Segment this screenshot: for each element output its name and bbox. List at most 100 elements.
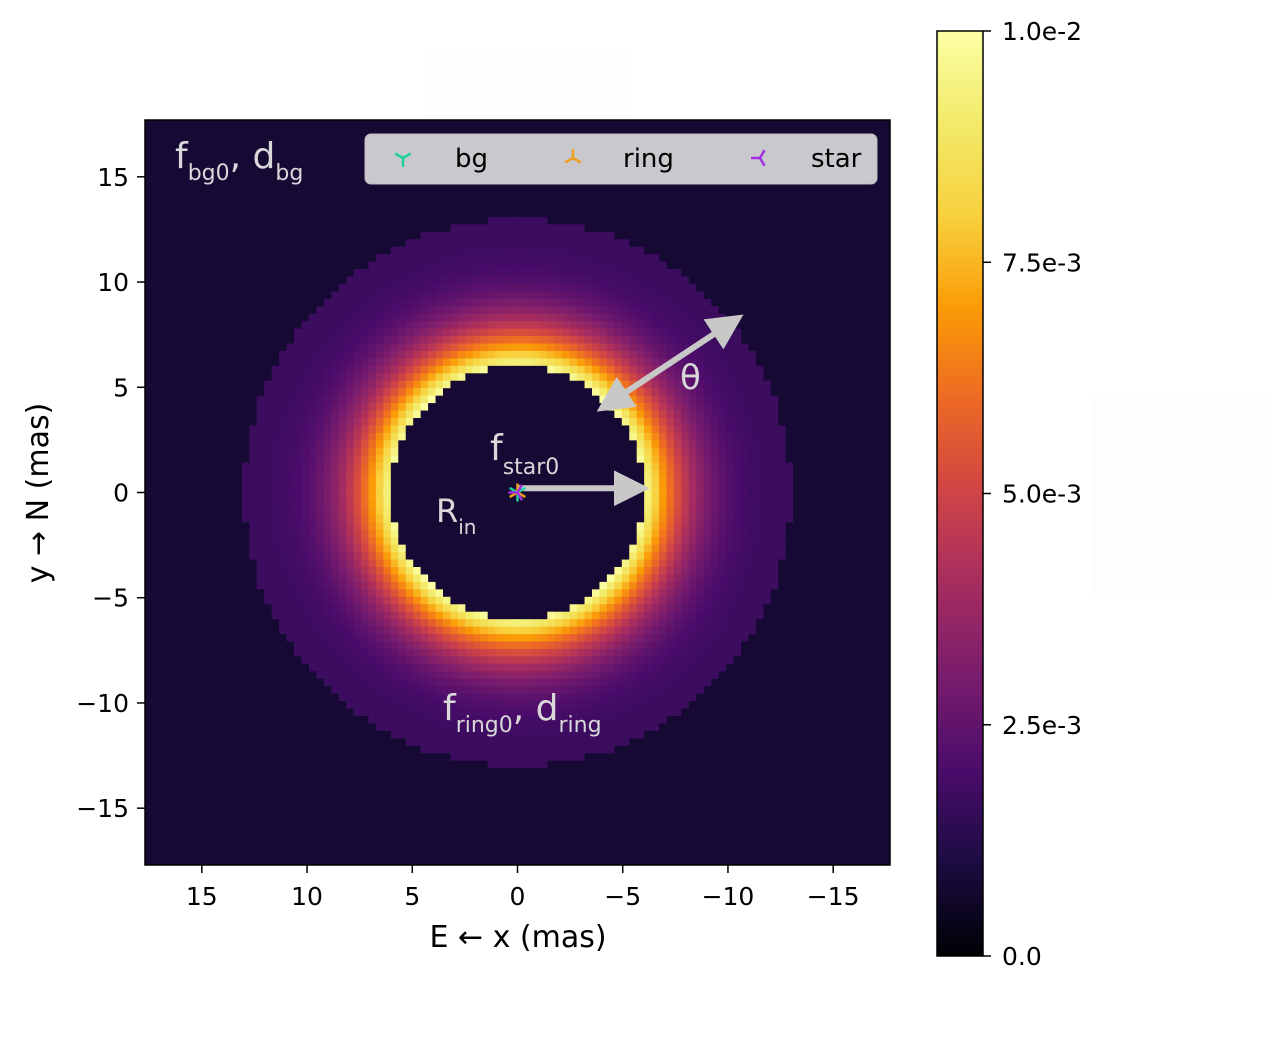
heatmap-cell	[435, 373, 444, 382]
heatmap-cell	[323, 261, 332, 270]
heatmap-cell	[316, 254, 325, 263]
heatmap-cell	[286, 701, 295, 710]
heatmap-cell	[405, 723, 414, 732]
heatmap-cell	[457, 589, 466, 598]
heatmap-cell	[465, 261, 474, 270]
heatmap-cell	[405, 395, 414, 404]
heatmap-cell	[145, 604, 154, 613]
heatmap-cell	[457, 820, 466, 829]
heatmap-cell	[301, 552, 310, 561]
heatmap-cell	[286, 470, 295, 479]
heatmap-cell	[271, 276, 280, 285]
heatmap-cell	[480, 835, 489, 844]
heatmap-cell	[435, 701, 444, 710]
heatmap-cell	[286, 783, 295, 792]
heatmap-cell	[145, 127, 154, 136]
heatmap-cell	[420, 418, 429, 427]
heatmap-cell	[465, 581, 474, 590]
heatmap-cell	[174, 485, 183, 494]
heatmap-cell	[316, 783, 325, 792]
heatmap-cell	[405, 619, 414, 628]
heatmap-cell	[212, 127, 221, 136]
heatmap-cell	[234, 358, 243, 367]
heatmap-cell	[308, 783, 317, 792]
heatmap-cell	[271, 231, 280, 240]
heatmap-cell	[353, 194, 362, 203]
heatmap-cell	[271, 127, 280, 136]
heatmap-cell	[294, 373, 303, 382]
heatmap-cell	[390, 373, 399, 382]
heatmap-cell	[405, 850, 414, 859]
heatmap-cell	[308, 254, 317, 263]
heatmap-cell	[510, 470, 519, 479]
heatmap-cell	[226, 231, 235, 240]
heatmap-cell	[279, 656, 288, 665]
heatmap-cell	[472, 209, 481, 218]
heatmap-cell	[316, 693, 325, 702]
heatmap-cell	[375, 745, 384, 754]
heatmap-cell	[375, 470, 384, 479]
heatmap-cell	[390, 201, 399, 210]
heatmap-cell	[450, 410, 459, 419]
heatmap-cell	[316, 820, 325, 829]
heatmap-cell	[413, 730, 422, 739]
heatmap-cell	[294, 589, 303, 598]
heatmap-cell	[167, 477, 176, 486]
heatmap-cell	[301, 611, 310, 620]
heatmap-cell	[495, 589, 504, 598]
heatmap-cell	[301, 447, 310, 456]
heatmap-cell	[234, 775, 243, 784]
heatmap-cell	[264, 678, 273, 687]
heatmap-cell	[271, 701, 280, 710]
heatmap-cell	[145, 142, 154, 151]
heatmap-cell	[502, 634, 511, 643]
heatmap-cell	[308, 820, 317, 829]
heatmap-cell	[361, 313, 370, 322]
heatmap-cell	[234, 157, 243, 166]
heatmap-cell	[286, 358, 295, 367]
heatmap-cell	[495, 604, 504, 613]
heatmap-cell	[413, 671, 422, 680]
heatmap-cell	[510, 447, 519, 456]
heatmap-cell	[495, 529, 504, 538]
heatmap-cell	[226, 149, 235, 158]
heatmap-cell	[159, 619, 168, 628]
heatmap-cell	[271, 686, 280, 695]
heatmap-cell	[353, 626, 362, 635]
heatmap-cell	[405, 716, 414, 725]
heatmap-cell	[271, 835, 280, 844]
heatmap-cell	[145, 134, 154, 143]
heatmap-cell	[487, 790, 496, 799]
heatmap-cell	[510, 552, 519, 561]
heatmap-cell	[301, 537, 310, 546]
heatmap-cell	[234, 574, 243, 583]
heatmap-cell	[472, 619, 481, 628]
heatmap-cell	[219, 477, 228, 486]
heatmap-cell	[487, 842, 496, 851]
heatmap-cell	[480, 276, 489, 285]
heatmap-cell	[174, 574, 183, 583]
heatmap-cell	[249, 716, 258, 725]
heatmap-cell	[338, 537, 347, 546]
heatmap-cell	[420, 589, 429, 598]
heatmap-cell	[308, 686, 317, 695]
heatmap-cell	[510, 209, 519, 218]
heatmap-cell	[204, 321, 213, 330]
heatmap-cell	[502, 738, 511, 747]
heatmap-cell	[264, 514, 273, 523]
heatmap-cell	[502, 842, 511, 851]
heatmap-cell	[212, 224, 221, 233]
heatmap-cell	[152, 485, 161, 494]
heatmap-cell	[197, 231, 206, 240]
heatmap-cell	[443, 276, 452, 285]
heatmap-cell	[279, 581, 288, 590]
heatmap-cell	[286, 723, 295, 732]
heatmap-cell	[443, 298, 452, 307]
heatmap-cell	[145, 663, 154, 672]
heatmap-cell	[383, 663, 392, 672]
heatmap-cell	[375, 187, 384, 196]
heatmap-cell	[189, 805, 198, 814]
heatmap-cell	[331, 283, 340, 292]
heatmap-cell	[487, 395, 496, 404]
heatmap-cell	[398, 298, 407, 307]
